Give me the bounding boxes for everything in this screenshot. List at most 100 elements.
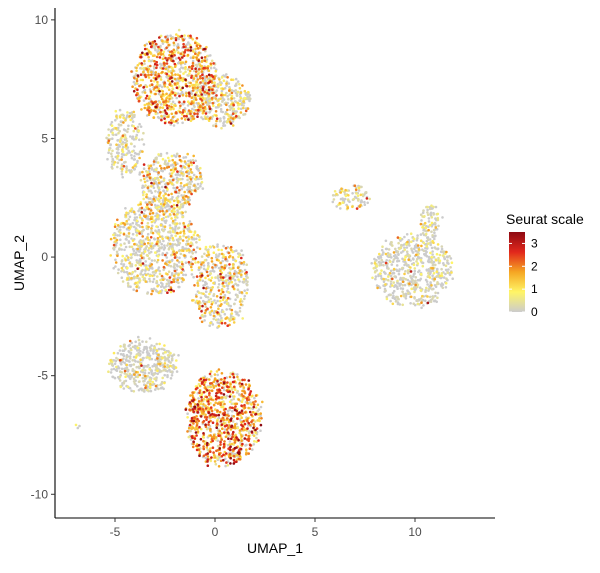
cell-point: [399, 294, 403, 298]
cell-point: [121, 280, 125, 283]
cell-point: [237, 278, 240, 281]
cell-point: [204, 282, 208, 285]
cell-point: [148, 251, 151, 255]
cell-point: [122, 263, 126, 266]
cell-point: [233, 272, 236, 276]
cell-point: [142, 190, 146, 194]
cell-point: [373, 262, 377, 265]
cell-point: [179, 52, 183, 55]
cell-point: [225, 308, 228, 311]
cell-point: [239, 303, 243, 306]
cell-point: [410, 247, 413, 250]
cell-point: [238, 86, 242, 90]
cell-point: [175, 263, 179, 267]
cell-point: [222, 296, 225, 299]
cell-point: [178, 110, 182, 114]
cell-point: [143, 209, 147, 212]
cell-point: [140, 251, 144, 255]
cell-point: [162, 248, 166, 251]
cell-point: [405, 250, 409, 253]
cell-point: [153, 203, 157, 207]
cell-point: [219, 117, 222, 120]
cell-point: [131, 221, 135, 225]
cell-point: [204, 107, 207, 111]
cell-point: [179, 92, 182, 96]
cell-point: [135, 285, 138, 289]
cell-point: [202, 109, 206, 113]
cell-point: [180, 271, 183, 274]
cell-point: [135, 69, 138, 73]
cell-point: [226, 120, 229, 123]
cell-point: [187, 248, 191, 252]
cell-point: [403, 283, 407, 287]
cell-point: [115, 250, 119, 254]
cell-point: [136, 346, 140, 350]
cell-point: [196, 53, 200, 57]
cell-point: [163, 244, 166, 247]
cell-point: [406, 289, 409, 293]
cell-point: [203, 302, 207, 306]
cell-point: [164, 288, 168, 292]
cell-point: [186, 412, 189, 416]
cell-point: [147, 238, 150, 242]
cell-point: [444, 281, 448, 285]
cell-point: [155, 217, 158, 221]
cell-point: [164, 35, 167, 39]
cell-point: [192, 426, 195, 430]
cell-point: [126, 374, 130, 378]
cell-point: [228, 263, 231, 266]
cell-point: [212, 403, 216, 407]
cell-point: [199, 184, 202, 188]
cell-point: [198, 307, 201, 311]
cell-point: [188, 230, 192, 233]
cell-point: [223, 93, 227, 97]
cell-point: [141, 235, 144, 238]
cell-point: [216, 245, 219, 248]
cell-point: [161, 93, 165, 96]
cell-point: [150, 344, 153, 347]
cell-point: [133, 242, 136, 246]
cell-point: [221, 298, 225, 302]
cell-point: [154, 160, 158, 164]
cell-point: [403, 272, 406, 276]
cell-point: [163, 359, 167, 362]
cell-point: [163, 225, 167, 228]
cell-point: [154, 182, 158, 185]
cell-point: [174, 234, 177, 238]
cell-point: [153, 168, 156, 171]
cell-point: [159, 53, 163, 56]
cell-point: [406, 278, 410, 282]
cell-point: [166, 67, 170, 71]
cell-point: [207, 250, 210, 254]
cell-point: [212, 84, 215, 88]
cell-point: [215, 422, 219, 425]
cell-point: [146, 221, 150, 225]
cell-point: [132, 80, 136, 84]
cell-point: [228, 408, 231, 412]
cell-point: [186, 74, 189, 77]
cell-point: [247, 96, 251, 99]
cell-point: [195, 175, 198, 179]
cell-point: [389, 260, 392, 264]
cell-point: [177, 28, 181, 32]
cell-point: [158, 210, 162, 213]
cell-point: [245, 397, 249, 400]
cell-point: [215, 114, 218, 117]
cell-point: [387, 254, 391, 257]
cell-point: [403, 235, 406, 239]
cell-point: [419, 222, 423, 226]
cell-point: [156, 357, 159, 360]
cell-point: [190, 268, 194, 272]
cell-point: [138, 343, 141, 347]
cell-point: [228, 89, 231, 92]
cell-point: [421, 232, 425, 235]
cell-point: [228, 375, 232, 379]
cell-point: [156, 240, 159, 243]
cell-point: [151, 40, 154, 44]
cell-point: [412, 302, 416, 306]
cell-point: [191, 38, 194, 41]
cell-point: [174, 111, 178, 115]
cell-point: [150, 70, 153, 74]
cell-point: [426, 205, 430, 209]
cell-point: [114, 265, 117, 268]
